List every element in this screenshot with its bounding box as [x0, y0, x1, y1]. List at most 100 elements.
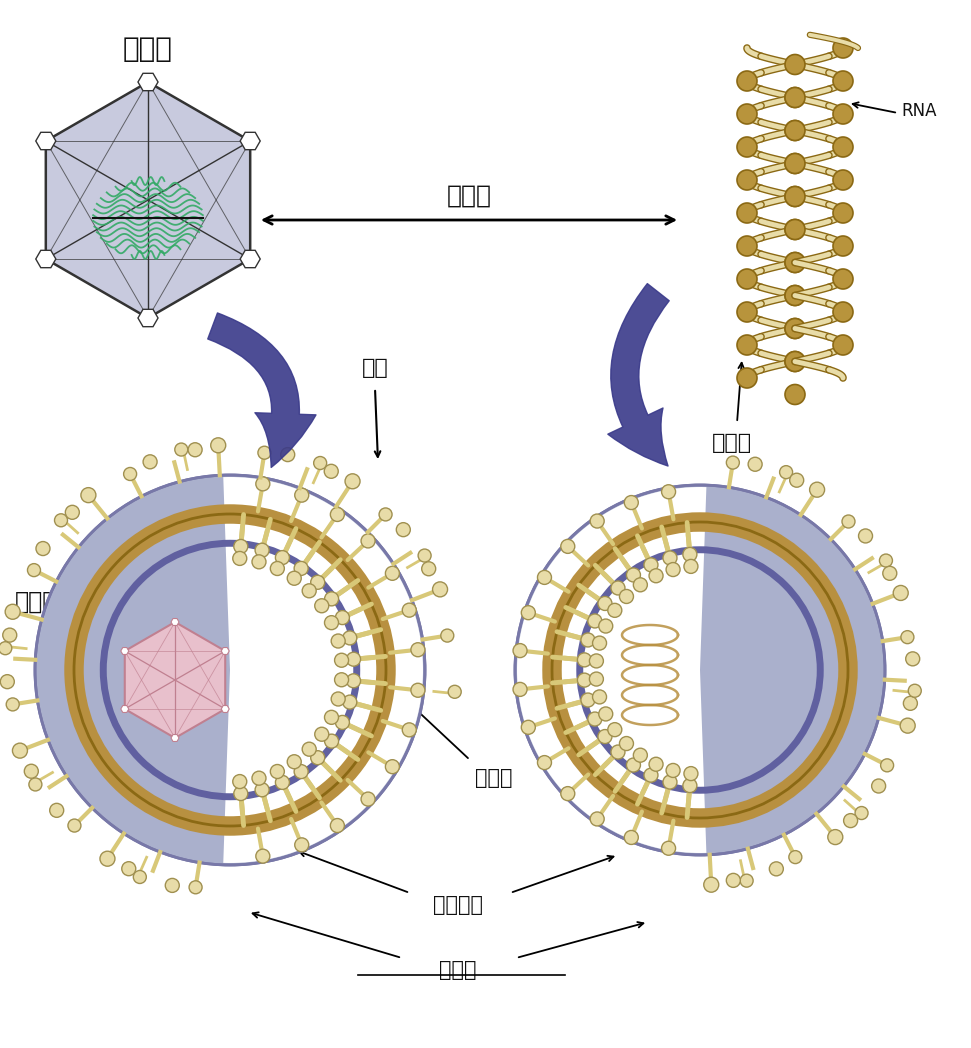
- Circle shape: [561, 787, 575, 801]
- Circle shape: [619, 589, 633, 604]
- Circle shape: [626, 758, 641, 772]
- Circle shape: [599, 707, 613, 721]
- Circle shape: [343, 631, 356, 645]
- Circle shape: [449, 685, 461, 698]
- Circle shape: [331, 634, 345, 648]
- Circle shape: [294, 765, 308, 779]
- Text: 蛋白质: 蛋白质: [712, 433, 753, 453]
- Polygon shape: [138, 73, 158, 91]
- Circle shape: [35, 475, 425, 865]
- Circle shape: [737, 71, 757, 91]
- Polygon shape: [221, 705, 229, 713]
- Polygon shape: [36, 250, 56, 267]
- Circle shape: [324, 615, 339, 630]
- Circle shape: [737, 368, 757, 388]
- Circle shape: [252, 554, 266, 569]
- Circle shape: [347, 674, 360, 687]
- Circle shape: [189, 880, 202, 894]
- Circle shape: [13, 743, 27, 758]
- Circle shape: [513, 682, 527, 697]
- Circle shape: [789, 474, 804, 487]
- Circle shape: [6, 698, 19, 711]
- Circle shape: [314, 457, 326, 470]
- Circle shape: [330, 507, 345, 522]
- Text: 刺突: 刺突: [361, 358, 388, 378]
- Circle shape: [608, 604, 621, 617]
- Polygon shape: [240, 132, 260, 150]
- Circle shape: [335, 653, 349, 668]
- Circle shape: [769, 861, 784, 876]
- Polygon shape: [138, 309, 158, 327]
- Circle shape: [785, 187, 805, 206]
- Circle shape: [345, 474, 360, 488]
- Circle shape: [175, 443, 187, 456]
- Circle shape: [833, 71, 853, 91]
- Circle shape: [726, 456, 739, 470]
- Text: 脂质层: 脂质层: [475, 768, 513, 788]
- Circle shape: [785, 121, 805, 140]
- Circle shape: [432, 582, 448, 597]
- Circle shape: [315, 598, 329, 613]
- Text: 核衣壳: 核衣壳: [447, 184, 491, 208]
- Circle shape: [737, 170, 757, 190]
- Circle shape: [538, 570, 552, 585]
- Circle shape: [515, 485, 885, 855]
- Circle shape: [68, 820, 81, 832]
- Circle shape: [385, 566, 399, 581]
- Circle shape: [684, 560, 698, 573]
- Circle shape: [881, 759, 893, 771]
- Circle shape: [599, 619, 613, 633]
- Circle shape: [50, 804, 64, 817]
- Circle shape: [810, 482, 824, 497]
- Circle shape: [411, 683, 425, 697]
- Circle shape: [785, 87, 805, 108]
- Circle shape: [785, 351, 805, 371]
- Circle shape: [872, 779, 886, 793]
- Circle shape: [276, 776, 289, 789]
- Polygon shape: [171, 618, 179, 626]
- Polygon shape: [221, 648, 229, 654]
- Circle shape: [833, 269, 853, 289]
- Circle shape: [833, 38, 853, 58]
- Polygon shape: [46, 82, 251, 318]
- Polygon shape: [240, 250, 260, 267]
- Circle shape: [324, 592, 339, 606]
- Circle shape: [748, 457, 762, 472]
- Circle shape: [626, 568, 641, 582]
- Circle shape: [100, 851, 115, 867]
- Circle shape: [24, 764, 38, 779]
- Circle shape: [785, 285, 805, 306]
- Circle shape: [561, 540, 575, 553]
- Circle shape: [143, 455, 157, 468]
- Circle shape: [255, 849, 270, 864]
- Circle shape: [590, 514, 604, 528]
- Circle shape: [858, 529, 873, 543]
- Circle shape: [842, 515, 855, 528]
- Circle shape: [315, 727, 329, 741]
- Circle shape: [737, 335, 757, 355]
- Circle shape: [233, 774, 247, 788]
- Circle shape: [335, 673, 349, 686]
- Circle shape: [521, 606, 535, 619]
- Circle shape: [683, 779, 697, 792]
- Circle shape: [233, 551, 247, 566]
- Circle shape: [906, 652, 920, 665]
- Circle shape: [903, 696, 918, 711]
- Circle shape: [737, 269, 757, 289]
- Circle shape: [663, 551, 677, 565]
- Circle shape: [165, 878, 180, 893]
- Circle shape: [281, 447, 295, 461]
- Circle shape: [421, 562, 436, 575]
- Circle shape: [644, 768, 658, 782]
- Circle shape: [785, 153, 805, 174]
- Circle shape: [287, 571, 301, 585]
- Circle shape: [855, 807, 868, 820]
- FancyArrowPatch shape: [208, 313, 316, 467]
- Circle shape: [598, 729, 612, 743]
- Circle shape: [833, 335, 853, 355]
- Circle shape: [780, 465, 792, 479]
- Circle shape: [379, 508, 392, 521]
- Circle shape: [294, 562, 308, 575]
- Circle shape: [844, 813, 857, 828]
- Circle shape: [255, 477, 270, 490]
